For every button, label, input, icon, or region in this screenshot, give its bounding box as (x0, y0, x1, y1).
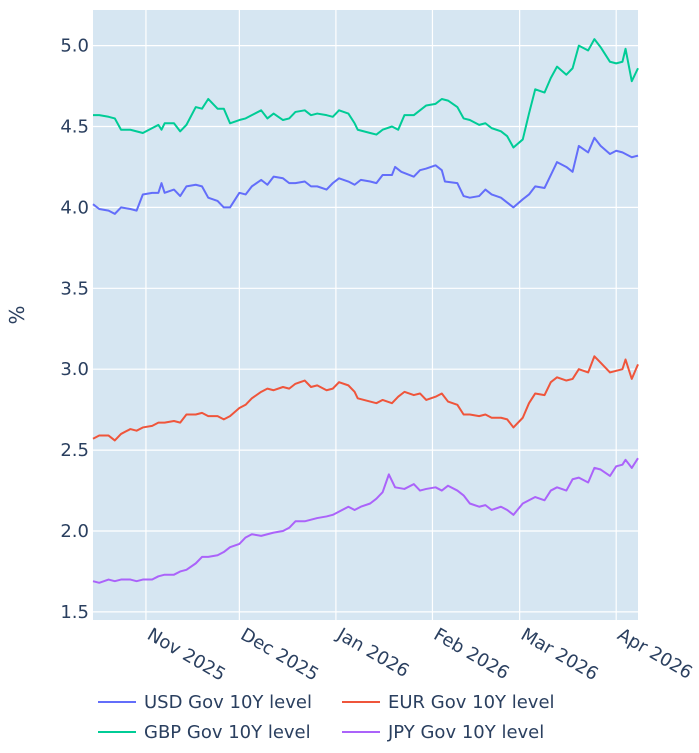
legend-label: GBP Gov 10Y level (144, 722, 311, 743)
y-tick-labels: 1.5 2.0 2.5 3.0 3.5 4.0 4.5 5.0 (60, 36, 89, 623)
y-axis-title: % (5, 305, 29, 324)
legend-item[interactable]: USD Gov 10Y level (98, 692, 312, 713)
series-line (92, 457, 639, 584)
legend-label: EUR Gov 10Y level (388, 692, 555, 713)
legend-item[interactable]: EUR Gov 10Y level (342, 692, 555, 713)
legend-label: USD Gov 10Y level (144, 692, 312, 713)
x-tick-labels: Nov 2025 Dec 2025 Jan 2026 Feb 2026 Mar 2026… (143, 624, 695, 686)
x-tick-label: Dec 2025 (237, 624, 322, 685)
y-gridlines (93, 44, 638, 613)
y-tick-label: 2.5 (60, 440, 89, 461)
series-line (93, 38, 639, 149)
legend-item[interactable]: GBP Gov 10Y level (98, 722, 311, 743)
x-tick-label: Feb 2026 (430, 624, 513, 684)
legend-item[interactable]: JPY Gov 10Y level (342, 722, 544, 743)
y-tick-label: 3.5 (60, 278, 89, 299)
y-tick-label: 2.0 (60, 521, 89, 542)
x-tick-label: Jan 2026 (333, 624, 413, 682)
x-tick-label: Nov 2025 (143, 624, 229, 686)
y-tick-label: 4.0 (60, 197, 89, 218)
series-lines (92, 38, 639, 584)
y-tick-label: 1.5 (60, 602, 89, 623)
series-line (92, 355, 639, 442)
series-line (92, 136, 639, 215)
x-tick-label: Mar 2026 (517, 624, 602, 685)
y-tick-label: 3.0 (60, 359, 89, 380)
y-tick-label: 4.5 (60, 116, 89, 137)
x-tick-label: Apr 2026 (614, 624, 696, 684)
y-tick-label: 5.0 (60, 36, 89, 57)
x-gridlines (145, 10, 617, 620)
legend-label: JPY Gov 10Y level (387, 722, 544, 743)
plot-background (93, 10, 638, 620)
legend: USD Gov 10Y level EUR Gov 10Y level GBP Go… (98, 692, 555, 743)
